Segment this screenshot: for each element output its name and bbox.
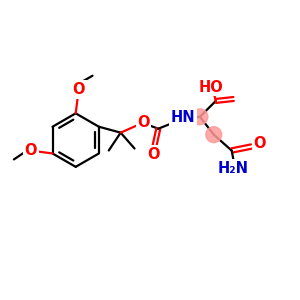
Text: HO: HO: [198, 80, 223, 94]
Text: O: O: [137, 115, 150, 130]
Text: O: O: [72, 82, 85, 97]
Circle shape: [192, 109, 208, 125]
Text: O: O: [147, 147, 160, 162]
Text: H₂N: H₂N: [218, 161, 249, 176]
Text: O: O: [25, 143, 37, 158]
Text: O: O: [253, 136, 266, 151]
Text: HN: HN: [171, 110, 195, 125]
Circle shape: [206, 127, 222, 142]
